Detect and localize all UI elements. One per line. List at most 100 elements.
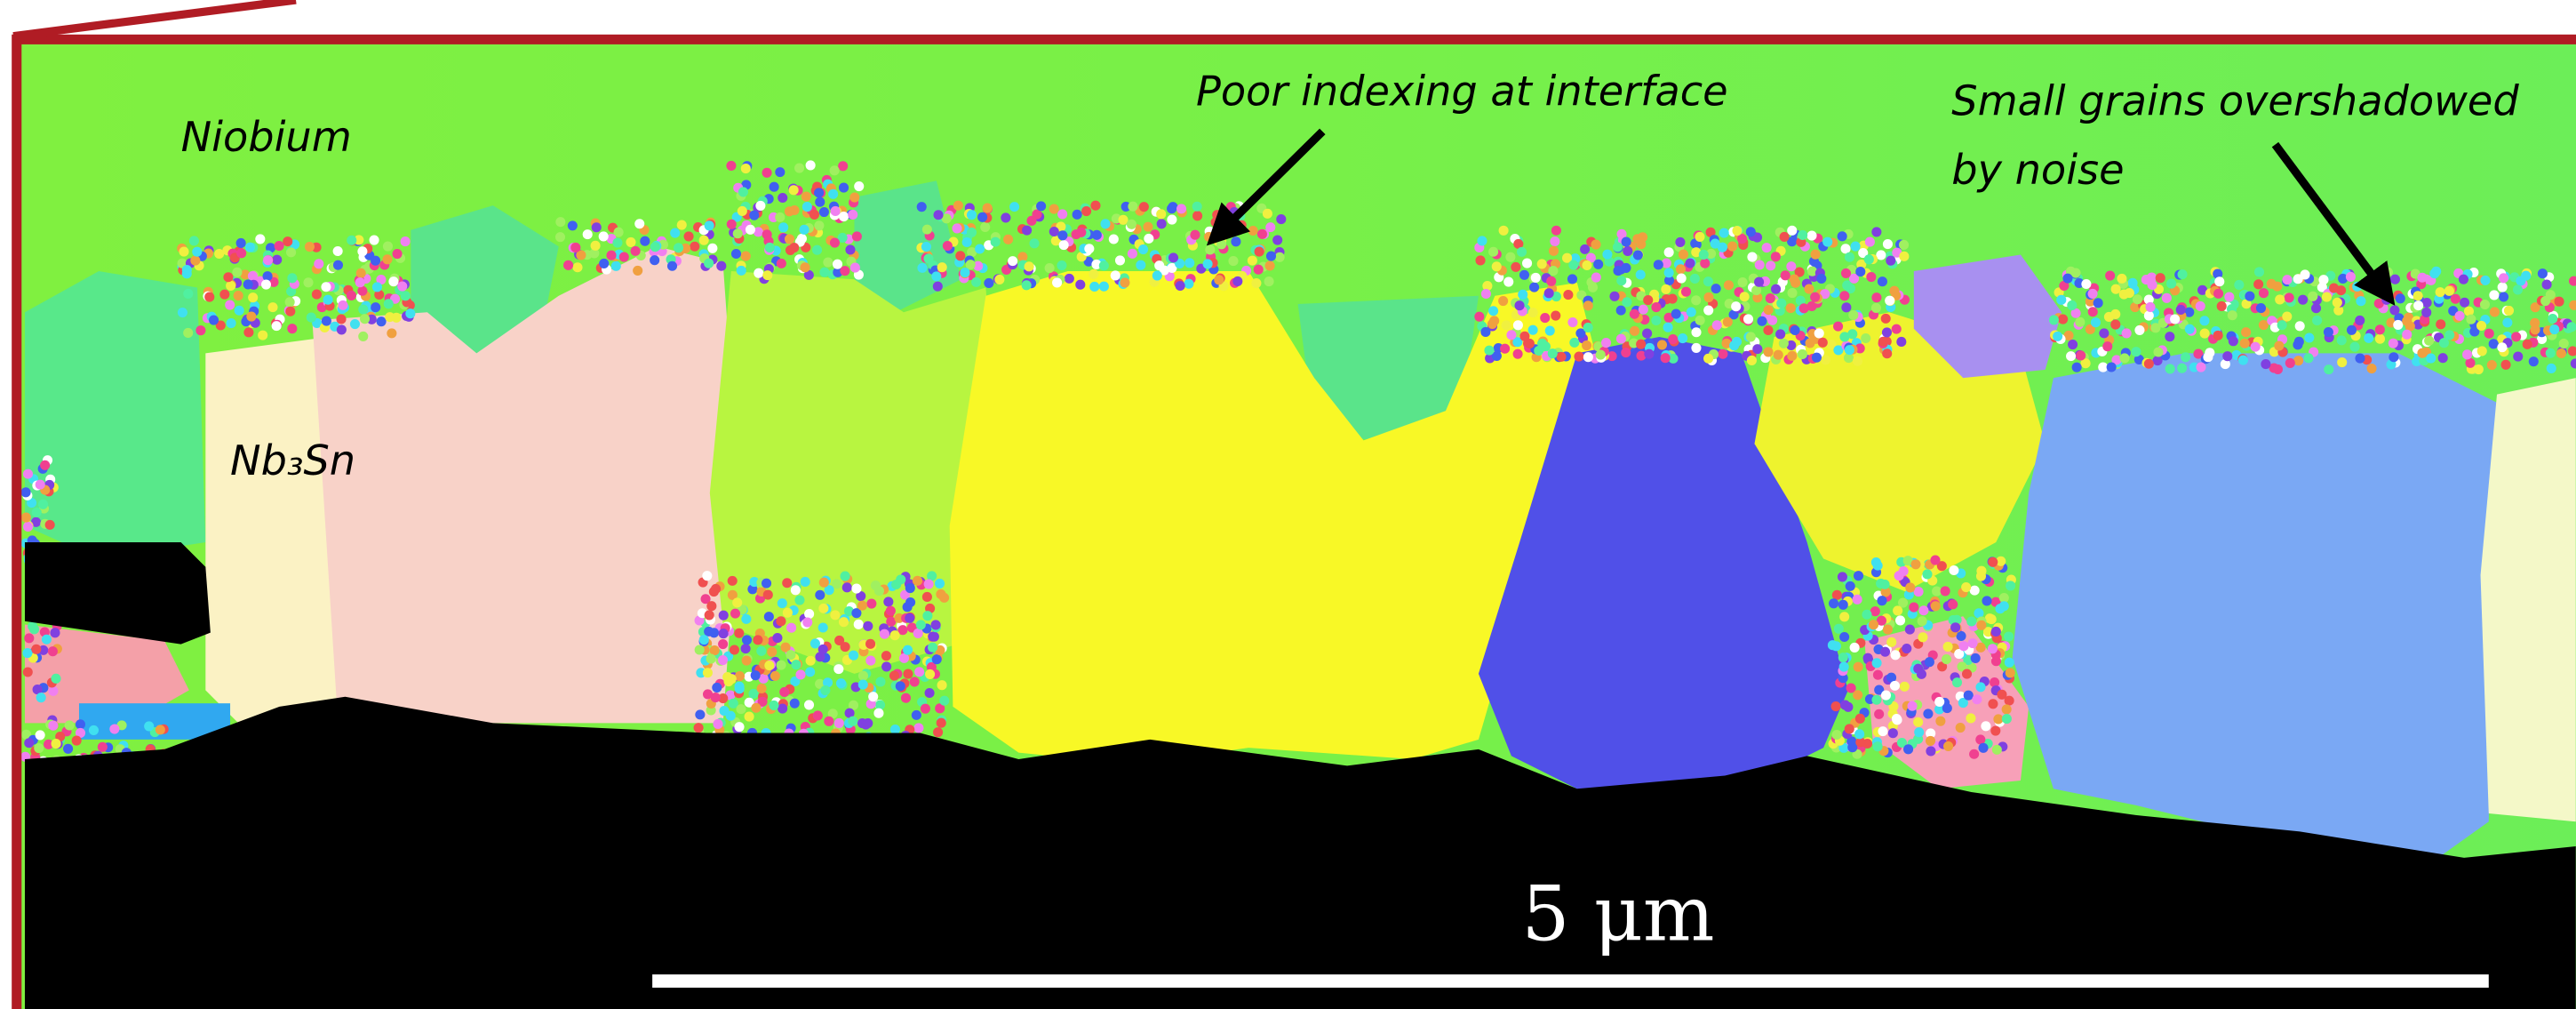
noise-pixel <box>1549 246 1559 256</box>
noise-pixel <box>2324 327 2333 337</box>
noise-pixel <box>1888 728 1898 738</box>
noise-pixel <box>2548 314 2557 324</box>
noise-pixel <box>401 291 411 300</box>
noise-pixel <box>1987 614 1997 624</box>
noise-pixel <box>23 522 33 532</box>
noise-pixel <box>2119 353 2129 363</box>
noise-pixel <box>857 601 867 611</box>
noise-pixel <box>805 667 815 677</box>
noise-pixel <box>23 469 33 479</box>
noise-pixel <box>1120 277 1129 287</box>
noise-pixel <box>738 206 747 216</box>
noise-pixel <box>358 304 368 314</box>
noise-pixel <box>791 660 801 669</box>
noise-pixel <box>1712 320 1722 330</box>
noise-pixel <box>916 620 926 629</box>
noise-pixel <box>933 282 943 292</box>
noise-pixel <box>1918 605 1928 615</box>
noise-pixel <box>1908 701 1918 711</box>
noise-pixel <box>1724 280 1734 290</box>
noise-pixel <box>2466 315 2476 324</box>
noise-pixel <box>1622 297 1631 307</box>
noise-pixel <box>2131 347 2141 356</box>
noise-pixel <box>1883 239 1893 249</box>
noise-pixel <box>706 601 716 611</box>
noise-pixel <box>285 297 295 307</box>
noise-pixel <box>802 617 812 627</box>
noise-pixel <box>1009 202 1019 212</box>
noise-pixel <box>1630 326 1639 336</box>
noise-pixel <box>1092 230 1102 240</box>
noise-pixel <box>1962 669 1972 679</box>
noise-pixel <box>1550 236 1559 246</box>
noise-pixel <box>226 281 235 291</box>
noise-pixel <box>779 687 789 697</box>
noise-pixel <box>828 189 838 199</box>
noise-pixel <box>913 723 923 733</box>
noise-pixel <box>1841 268 1851 278</box>
noise-pixel <box>789 243 799 252</box>
noise-pixel <box>734 722 744 732</box>
noise-pixel <box>2111 284 2121 294</box>
noise-pixel <box>1272 236 1282 245</box>
noise-pixel <box>1254 265 1264 275</box>
noise-pixel <box>1205 244 1215 254</box>
noise-pixel <box>839 617 849 627</box>
noise-pixel <box>1089 269 1098 279</box>
noise-pixel <box>1703 276 1713 286</box>
noise-pixel <box>794 163 804 172</box>
noise-pixel <box>800 262 809 272</box>
noise-pixel <box>51 674 60 684</box>
noise-pixel <box>1885 296 1894 306</box>
noise-pixel <box>405 308 415 318</box>
noise-pixel <box>1995 604 2005 613</box>
noise-pixel <box>98 742 108 752</box>
noise-pixel <box>795 669 805 679</box>
noise-pixel <box>89 725 99 735</box>
noise-pixel <box>756 646 766 656</box>
noise-pixel <box>2176 305 2186 315</box>
noise-pixel <box>751 670 761 680</box>
noise-pixel <box>2413 300 2423 310</box>
noise-pixel <box>1854 662 1863 672</box>
noise-pixel <box>1045 263 1055 273</box>
noise-pixel <box>2177 364 2187 373</box>
noise-pixel <box>1276 214 1286 224</box>
noise-pixel <box>2067 300 2077 310</box>
noise-pixel <box>2240 339 2250 348</box>
noise-pixel <box>943 241 953 251</box>
noise-pixel <box>1567 317 1577 327</box>
noise-pixel <box>2424 336 2434 346</box>
noise-pixel <box>1084 244 1094 253</box>
noise-pixel <box>1691 343 1701 353</box>
noise-pixel <box>287 273 297 283</box>
noise-pixel <box>800 225 809 235</box>
noise-pixel <box>842 582 852 592</box>
noise-pixel <box>1677 273 1687 283</box>
noise-pixel <box>2298 295 2308 305</box>
noise-pixel <box>1798 230 1807 240</box>
noise-pixel <box>819 268 829 277</box>
noise-pixel <box>932 654 942 664</box>
noise-pixel <box>2056 295 2066 305</box>
noise-pixel <box>2324 364 2333 374</box>
noise-pixel <box>272 321 282 331</box>
noise-pixel <box>2333 298 2342 308</box>
noise-pixel <box>2261 359 2270 369</box>
noise-pixel <box>650 242 660 252</box>
noise-pixel <box>109 725 119 734</box>
noise-pixel <box>2214 276 2224 286</box>
noise-pixel <box>568 220 578 230</box>
noise-pixel <box>2347 325 2357 335</box>
noise-pixel <box>789 205 799 215</box>
noise-pixel <box>36 693 46 702</box>
noise-pixel <box>2049 315 2059 324</box>
noise-pixel <box>1664 268 1674 277</box>
noise-pixel <box>2088 289 2098 299</box>
noise-pixel <box>913 629 923 638</box>
noise-pixel <box>2066 351 2076 361</box>
noise-pixel <box>1723 317 1733 327</box>
noise-pixel <box>1961 582 1971 592</box>
noise-pixel <box>2125 288 2134 298</box>
noise-pixel <box>1910 559 1920 569</box>
